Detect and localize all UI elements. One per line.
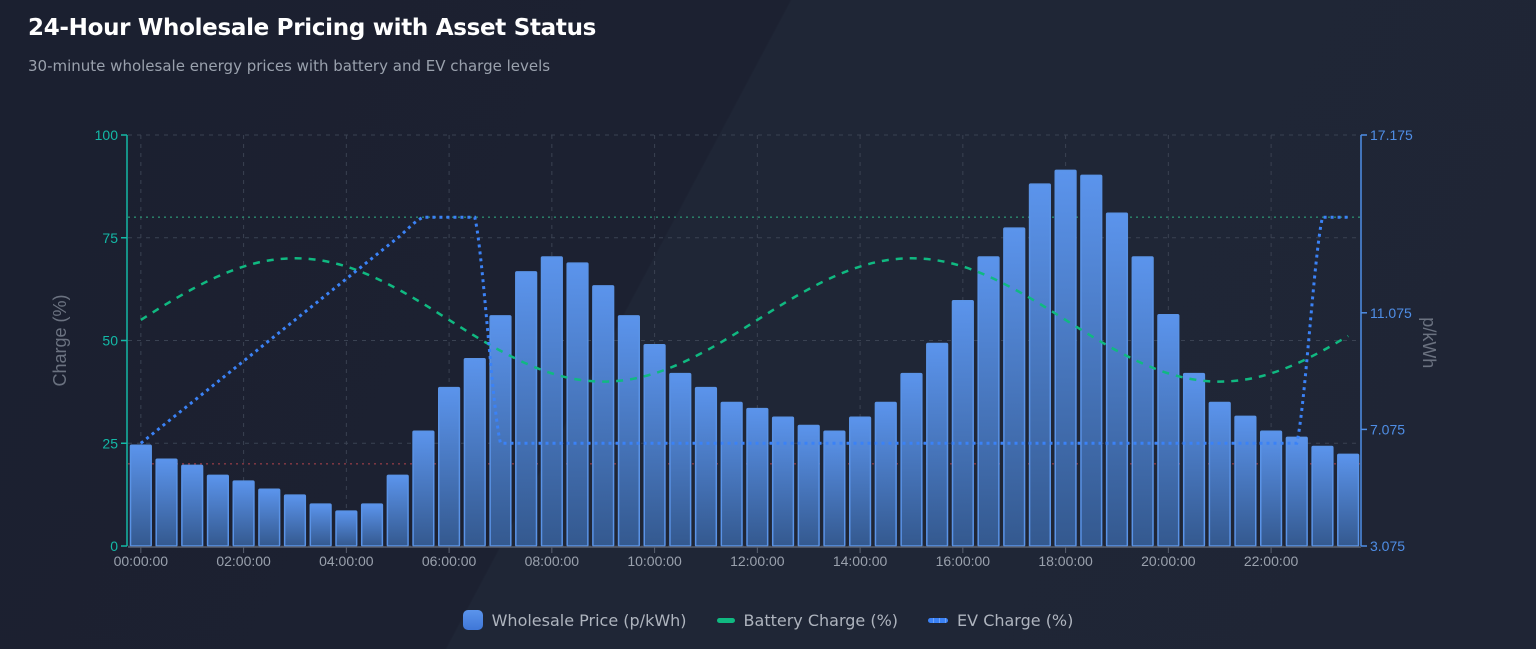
x-tick-label: 02:00:00 [216, 553, 271, 569]
left-axis-title: Charge (%) [50, 294, 70, 386]
chart-plot: 0 25 50 75 100 3.075 7.075 11.075 17.175 00:00:00… [50, 127, 1439, 569]
left-tick-label: 100 [95, 127, 119, 143]
x-tick-label: 16:00:00 [936, 553, 991, 569]
ev-charge-line [139, 215, 1349, 445]
right-tick-label: 7.075 [1370, 421, 1405, 437]
reference-lines [128, 216, 1361, 465]
price-bar [335, 510, 358, 547]
x-tick-label: 06:00:00 [422, 553, 477, 569]
price-bar [1131, 256, 1154, 547]
x-tick-label: 08:00:00 [525, 553, 580, 569]
left-tick-label: 25 [102, 435, 118, 451]
price-bar [617, 315, 640, 547]
left-tick-label: 75 [102, 230, 118, 246]
price-bar [155, 458, 178, 547]
price-bar [1080, 174, 1103, 547]
price-bar [1285, 436, 1308, 547]
legend-item-ev-charge[interactable]: EV Charge (%) [928, 611, 1073, 630]
left-tick-label: 50 [102, 333, 118, 349]
right-tick-label: 11.075 [1370, 305, 1412, 321]
price-bar [669, 372, 692, 547]
chart-legend: Wholesale Price (p/kWh) Battery Charge (… [0, 610, 1536, 630]
x-tick-label: 04:00:00 [319, 553, 374, 569]
price-bar [232, 480, 255, 547]
price-bar [386, 474, 409, 547]
price-bar [283, 494, 307, 547]
left-tick-label: 0 [110, 538, 118, 554]
price-bars [129, 169, 1360, 547]
price-bar [1234, 415, 1257, 547]
price-bar [258, 488, 281, 547]
price-bar [1182, 372, 1206, 547]
price-bar [823, 430, 846, 547]
battery-charge-line [140, 257, 1349, 383]
price-bar [926, 342, 949, 547]
price-bar [1054, 169, 1077, 547]
price-bar [1311, 445, 1334, 547]
price-bar [489, 315, 512, 547]
x-tick-label: 14:00:00 [833, 553, 888, 569]
x-tick-label: 18:00:00 [1038, 553, 1093, 569]
price-bar [309, 503, 332, 547]
price-bar [540, 256, 563, 547]
price-bar [900, 372, 923, 547]
bar-swatch-icon [462, 610, 483, 630]
price-bar [1105, 212, 1129, 547]
price-bar [1208, 401, 1231, 547]
x-tick-label: 20:00:00 [1141, 553, 1196, 569]
price-bar [181, 464, 204, 547]
price-bar [412, 430, 435, 547]
price-bar [129, 444, 152, 547]
legend-label: EV Charge (%) [957, 610, 1074, 630]
chart-subtitle: 30-minute wholesale energy prices with b… [28, 57, 551, 75]
price-bar [1003, 227, 1026, 547]
price-bar [874, 401, 897, 547]
legend-item-wholesale-price[interactable]: Wholesale Price (p/kWh) [462, 610, 687, 630]
price-bar [592, 285, 615, 547]
price-bar [977, 256, 1000, 547]
right-axis-title: p/kWh [1419, 317, 1439, 368]
price-bar [771, 416, 795, 547]
price-bar [515, 271, 538, 547]
x-tick-label: 22:00:00 [1244, 553, 1299, 569]
price-bar [746, 407, 769, 547]
chart-header: 24-Hour Wholesale Pricing with Asset Sta… [28, 12, 596, 76]
x-tick-label: 10:00:00 [627, 553, 682, 569]
price-bar [360, 503, 384, 547]
price-bar [797, 424, 820, 547]
price-bar [463, 357, 486, 547]
axes: 0 25 50 75 100 3.075 7.075 11.075 17.175 00:00:00… [50, 127, 1439, 569]
x-tick-label: 12:00:00 [730, 553, 785, 569]
price-bar [438, 386, 461, 547]
dotted-line-swatch-icon [928, 617, 949, 623]
legend-label: Battery Charge (%) [743, 610, 899, 630]
price-bar [694, 386, 718, 547]
price-bar [1157, 313, 1180, 547]
price-bar [643, 343, 666, 547]
price-bar [1028, 183, 1051, 547]
price-bar [849, 416, 872, 547]
price-bar [566, 262, 589, 547]
line-swatch-icon [716, 617, 735, 623]
price-bar [1337, 453, 1360, 547]
legend-item-battery-charge[interactable]: Battery Charge (%) [716, 610, 899, 630]
x-tick-label: 00:00:00 [114, 553, 169, 569]
price-bar [1260, 430, 1283, 547]
right-tick-label: 3.075 [1370, 538, 1405, 554]
legend-label: Wholesale Price (p/kWh) [491, 610, 687, 630]
price-bar [951, 299, 974, 547]
price-bar [720, 401, 743, 547]
charge-lines [139, 215, 1349, 445]
chart-title: 24-Hour Wholesale Pricing with Asset Sta… [28, 15, 597, 41]
price-bar [206, 474, 229, 547]
right-tick-label: 17.175 [1370, 127, 1413, 143]
